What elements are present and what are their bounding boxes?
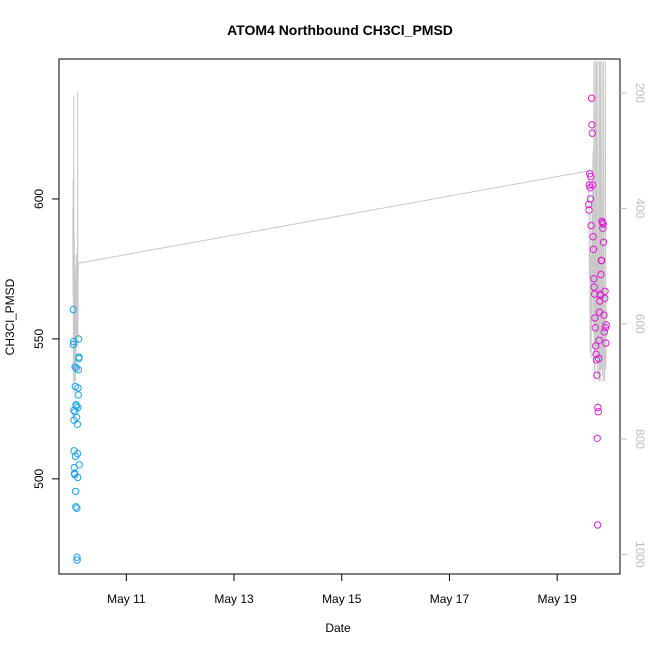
data-point	[74, 384, 82, 392]
data-point	[591, 324, 599, 332]
data-point	[600, 328, 608, 336]
data-point	[73, 420, 82, 428]
data-point	[74, 335, 83, 343]
data-point	[73, 556, 81, 564]
y-tick-label: 600	[32, 189, 46, 209]
data-point	[74, 403, 82, 412]
data-point	[591, 314, 599, 322]
data-point	[589, 245, 598, 254]
data-point	[602, 321, 610, 329]
data-point	[594, 403, 602, 412]
data-point	[75, 353, 83, 361]
y-axis: 500 550 600	[32, 189, 59, 489]
y-tick-label: 550	[32, 329, 46, 349]
data-point	[74, 391, 83, 399]
data-point	[602, 339, 610, 347]
data-point	[72, 503, 80, 511]
x-tick-label: May 19	[537, 592, 577, 606]
right-tick-label: 800	[633, 429, 647, 449]
x-tick-label: May 11	[107, 592, 146, 606]
data-point	[593, 521, 602, 529]
data-point	[601, 294, 609, 302]
data-point	[599, 238, 608, 247]
data-point	[69, 305, 77, 314]
data-point	[74, 366, 83, 374]
right-tick-label: 1000	[633, 541, 647, 568]
data-point	[590, 283, 598, 291]
data-point	[597, 270, 605, 279]
right-tick-label: 600	[633, 314, 647, 334]
x-tick-label: May 13	[214, 592, 254, 606]
data-point	[589, 233, 597, 241]
chart-title: ATOM4 Northbound CH3Cl_PMSD	[227, 22, 453, 38]
x-axis: May 11 May 13 May 15 May 17 May 19	[107, 574, 577, 606]
data-point	[598, 256, 606, 265]
y-tick-label: 500	[32, 469, 46, 489]
data-point	[73, 504, 81, 512]
right-tick-label: 200	[633, 83, 647, 103]
data-point	[587, 221, 595, 230]
data-point	[601, 287, 609, 295]
data-point	[593, 434, 601, 442]
data-point	[594, 408, 602, 416]
data-point	[588, 121, 596, 129]
x-axis-label: Date	[325, 621, 351, 635]
data-point	[74, 473, 82, 482]
data-point	[592, 342, 600, 350]
data-point	[69, 340, 78, 349]
data-point	[590, 275, 598, 283]
data-point	[599, 220, 607, 228]
data-point	[72, 402, 81, 410]
line-series	[72, 61, 607, 393]
data-point	[589, 181, 597, 189]
data-point	[588, 129, 596, 137]
data-point	[598, 219, 607, 227]
data-point	[600, 311, 608, 319]
data-point	[595, 336, 603, 344]
data-point	[595, 354, 603, 363]
right-tick-label: 400	[633, 198, 647, 218]
data-point	[587, 172, 595, 181]
data-point	[75, 461, 83, 469]
data-point	[587, 94, 596, 102]
y-axis-label: CH3Cl_PMSD	[3, 278, 17, 355]
data-point	[585, 206, 593, 214]
data-point	[593, 371, 601, 379]
plot-area	[69, 61, 610, 564]
data-point	[599, 224, 607, 233]
data-point	[72, 364, 80, 372]
x-tick-label: May 17	[430, 592, 470, 606]
plot-frame	[58, 58, 621, 575]
data-point	[71, 487, 80, 496]
data-point	[73, 553, 81, 561]
y-axis-right: 200 400 600 800 1000	[620, 83, 647, 568]
x-tick-label: May 15	[322, 592, 362, 606]
data-point	[72, 413, 81, 421]
data-point	[586, 195, 595, 203]
data-point	[73, 449, 82, 458]
